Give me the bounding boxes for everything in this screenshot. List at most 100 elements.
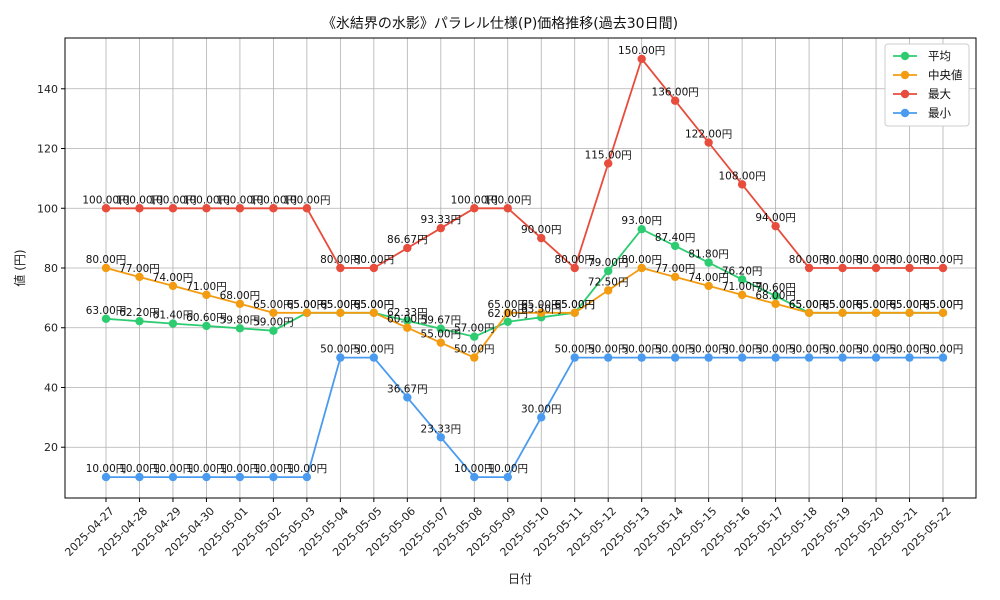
- data-label: 86.67円: [387, 234, 428, 246]
- data-point: [135, 316, 144, 326]
- data-point: [771, 299, 780, 309]
- data-label: 36.67円: [387, 383, 428, 395]
- data-point: [336, 263, 345, 273]
- legend-swatch-marker: [900, 70, 910, 80]
- data-point: [737, 275, 747, 284]
- y-tick-label: 20: [44, 441, 58, 454]
- data-label: 65.00円: [822, 299, 863, 311]
- data-point: [570, 353, 579, 362]
- data-label: 50.00円: [688, 344, 729, 356]
- data-point: [202, 321, 211, 331]
- y-tick-label: 60: [44, 322, 58, 335]
- data-point: [135, 472, 144, 482]
- data-label: 81.80円: [688, 249, 729, 261]
- data-label: 59.00円: [253, 317, 294, 329]
- data-point: [670, 241, 680, 251]
- data-label: 50.00円: [789, 344, 830, 356]
- data-point: [871, 263, 881, 273]
- data-label: 150.00円: [618, 45, 665, 57]
- data-point: [202, 290, 211, 300]
- data-label: 10.00円: [253, 463, 294, 475]
- data-point: [905, 308, 914, 318]
- data-point: [503, 308, 512, 318]
- data-label: 63.50円: [521, 303, 562, 315]
- legend-swatch-marker: [900, 89, 910, 99]
- data-label: 50.00円: [354, 344, 395, 356]
- data-label: 71.00円: [722, 281, 763, 293]
- data-point: [838, 263, 847, 273]
- data-point: [938, 308, 948, 318]
- data-label: 50.00円: [822, 344, 863, 356]
- data-label: 100.00円: [484, 194, 531, 206]
- data-point: [269, 472, 278, 482]
- data-label: 50.00円: [722, 344, 763, 356]
- data-label: 63.00円: [86, 305, 127, 317]
- data-label: 65.00円: [521, 299, 562, 311]
- data-point: [269, 308, 278, 318]
- data-label: 65.00円: [889, 299, 930, 311]
- data-point: [838, 308, 847, 318]
- data-label: 68.00円: [755, 290, 796, 302]
- data-point: [771, 291, 780, 301]
- data-label: 59.67円: [421, 315, 462, 327]
- data-point: [436, 338, 445, 347]
- data-label: 93.00円: [621, 215, 662, 227]
- series-line: [106, 356, 943, 479]
- data-label: 55.00円: [421, 329, 462, 341]
- data-point: [871, 353, 881, 362]
- data-label: 50.00円: [554, 344, 595, 356]
- data-point: [101, 204, 111, 213]
- data-label: 87.40円: [655, 232, 696, 244]
- data-point: [670, 272, 680, 282]
- data-label: 80.00円: [923, 254, 964, 266]
- x-axis-title: 日付: [508, 572, 532, 586]
- data-point: [604, 159, 613, 168]
- data-label: 10.00円: [186, 463, 227, 475]
- data-label: 60.00円: [387, 314, 428, 326]
- data-label: 65.00円: [822, 299, 863, 311]
- data-label: 122.00円: [685, 129, 732, 141]
- data-label: 10.00円: [220, 463, 261, 475]
- data-point: [436, 324, 445, 333]
- data-label: 23.33円: [421, 423, 462, 435]
- data-point: [737, 290, 747, 300]
- data-point: [604, 266, 613, 276]
- data-point: [537, 413, 546, 422]
- data-point: [637, 263, 646, 273]
- data-label: 65.00円: [789, 299, 830, 311]
- data-point: [938, 353, 948, 362]
- data-point: [403, 393, 412, 402]
- data-point: [704, 353, 713, 362]
- data-point: [336, 353, 345, 362]
- y-tick-label: 140: [37, 83, 58, 96]
- data-point: [604, 286, 613, 295]
- data-label: 80.00円: [889, 254, 930, 266]
- data-point: [202, 204, 211, 213]
- data-point: [101, 263, 111, 273]
- data-label: 74.00円: [153, 272, 194, 284]
- data-point: [570, 308, 579, 318]
- data-point: [135, 272, 144, 282]
- data-point: [771, 221, 780, 231]
- data-label: 65.00円: [354, 299, 395, 311]
- data-label: 65.00円: [253, 299, 294, 311]
- data-point: [336, 308, 345, 318]
- data-label: 65.00円: [856, 299, 897, 311]
- data-point: [470, 332, 479, 341]
- data-label: 136.00円: [652, 87, 699, 99]
- data-label: 80.00円: [822, 254, 863, 266]
- data-point: [938, 263, 948, 273]
- data-label: 65.00円: [856, 299, 897, 311]
- data-point: [101, 314, 111, 323]
- data-label: 50.00円: [889, 344, 930, 356]
- data-point: [804, 353, 814, 362]
- data-label: 80.00円: [354, 254, 395, 266]
- data-label: 68.00円: [220, 290, 261, 302]
- data-point: [168, 472, 178, 482]
- data-point: [838, 353, 847, 362]
- data-point: [403, 316, 412, 325]
- data-point: [269, 204, 278, 213]
- data-label: 74.00円: [688, 272, 729, 284]
- data-label: 79.00円: [588, 257, 629, 269]
- data-label: 93.33円: [421, 214, 462, 226]
